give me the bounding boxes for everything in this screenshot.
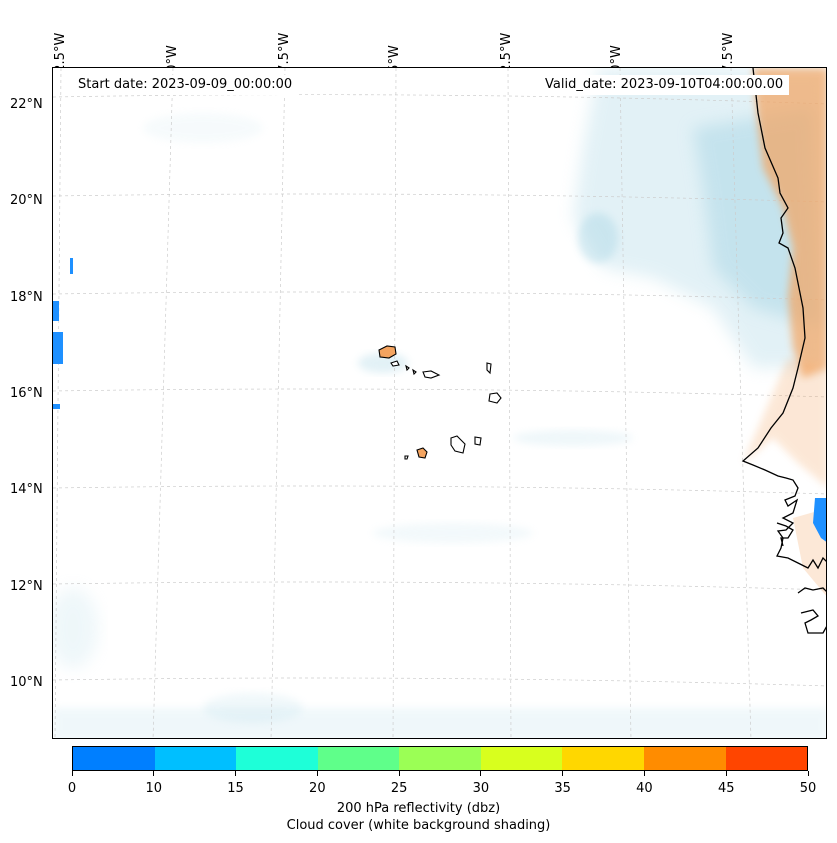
- colorbar-label-cloud-cover: Cloud cover (white background shading): [286, 818, 551, 833]
- lat-label-22n: 22°N: [10, 97, 43, 112]
- map-canvas: [53, 68, 826, 738]
- colorbar-segment: [725, 747, 808, 770]
- lat-label-10n: 10°N: [10, 675, 43, 690]
- cape-verde-islands: [378, 345, 502, 460]
- colorbar-segment: [562, 747, 644, 770]
- land-warm-shading: [743, 68, 826, 596]
- lat-label-12n: 12°N: [10, 579, 43, 594]
- coastline: [741, 68, 826, 634]
- colorbar-tick-label: 20: [309, 781, 326, 796]
- colorbar-tick-mark: [71, 771, 73, 776]
- map-panel[interactable]: [52, 67, 827, 739]
- gridlines: [53, 68, 826, 738]
- colorbar-tick-mark: [153, 771, 155, 776]
- colorbar-tick-mark: [480, 771, 482, 776]
- colorbar-tick-label: 0: [67, 781, 77, 796]
- cloud-cover-shading: [53, 68, 826, 738]
- colorbar-segment: [480, 747, 563, 770]
- colorbar-tick-mark: [235, 771, 237, 776]
- colorbar-tick-label: 50: [799, 781, 817, 796]
- colorbar-tick-label: 35: [554, 781, 571, 796]
- lat-label-18n: 18°N: [10, 290, 43, 305]
- colorbar-tick-label: 40: [636, 781, 653, 796]
- colorbar-tick-mark: [807, 771, 809, 776]
- lat-label-16n: 16°N: [10, 386, 43, 401]
- colorbar-segment: [399, 747, 481, 770]
- start-date-label: Start date: 2023-09-09_00:00:00: [72, 75, 299, 95]
- colorbar-segment: [643, 747, 726, 770]
- colorbar-segment: [73, 747, 155, 770]
- colorbar-segment: [154, 747, 237, 770]
- colorbar-tick-label: 10: [145, 781, 163, 796]
- valid-date-label: Valid_date: 2023-09-10T04:00:00.00: [539, 75, 790, 95]
- colorbar-segment: [236, 747, 318, 770]
- colorbar: [72, 746, 808, 771]
- colorbar-tick-mark: [725, 771, 727, 776]
- lat-label-14n: 14°N: [10, 482, 43, 497]
- colorbar-tick-mark: [316, 771, 318, 776]
- colorbar-segment: [317, 747, 400, 770]
- colorbar-tick-mark: [562, 771, 564, 776]
- colorbar-tick-label: 25: [390, 781, 408, 796]
- colorbar-tick-label: 30: [472, 781, 490, 796]
- radar-reflectivity: [53, 258, 826, 542]
- colorbar-tick-mark: [398, 771, 400, 776]
- colorbar-tick-label: 15: [227, 781, 244, 796]
- colorbar-tick-label: 45: [717, 781, 735, 796]
- lat-label-20n: 20°N: [10, 193, 43, 208]
- colorbar-tick-mark: [643, 771, 645, 776]
- colorbar-label-reflectivity: 200 hPa reflectivity (dbz): [336, 801, 501, 816]
